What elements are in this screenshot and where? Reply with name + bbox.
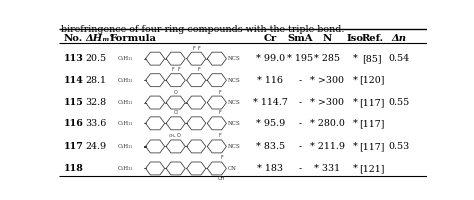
Text: F: F: [220, 155, 223, 160]
Text: 33.6: 33.6: [86, 119, 107, 128]
Text: C₅H₁₁: C₅H₁₁: [118, 121, 133, 126]
Text: * 114.7: * 114.7: [253, 98, 288, 107]
Text: Δn: Δn: [392, 34, 407, 43]
Text: [117]: [117]: [359, 119, 385, 128]
Text: NCS: NCS: [228, 121, 240, 126]
Text: Cl: Cl: [173, 110, 178, 115]
Text: -: -: [298, 76, 301, 85]
Text: NCS: NCS: [228, 100, 240, 105]
Text: CN: CN: [228, 166, 237, 171]
Text: F: F: [219, 90, 221, 95]
Text: * 285: * 285: [314, 54, 340, 63]
Text: [120]: [120]: [359, 76, 385, 85]
Text: 24.9: 24.9: [86, 142, 107, 151]
Text: [85]: [85]: [363, 54, 382, 63]
Text: *: *: [353, 119, 357, 128]
Text: 116: 116: [64, 119, 83, 128]
Text: 115: 115: [64, 98, 83, 107]
Text: F: F: [219, 110, 221, 115]
Text: * >300: * >300: [310, 98, 345, 107]
Text: F: F: [177, 67, 180, 72]
Text: -: -: [298, 142, 301, 151]
Text: *: *: [353, 142, 357, 151]
Text: 113: 113: [64, 54, 83, 63]
Text: 0.55: 0.55: [388, 98, 410, 107]
Text: Formula: Formula: [109, 34, 156, 43]
Text: birefringence of four-ring compounds with the triple bond.: birefringence of four-ring compounds wit…: [61, 25, 345, 34]
Text: -: -: [298, 98, 301, 107]
Text: * 195: * 195: [287, 54, 313, 63]
Text: * 99.0: * 99.0: [256, 54, 285, 63]
Text: C₅H₁₁: C₅H₁₁: [118, 144, 133, 149]
Text: [121]: [121]: [359, 164, 385, 173]
Text: * >300: * >300: [310, 76, 345, 85]
Text: *: *: [353, 76, 357, 85]
Text: C₅H₁₁: C₅H₁₁: [118, 78, 133, 83]
Text: * 280.0: * 280.0: [310, 119, 345, 128]
Text: O: O: [177, 133, 181, 138]
Text: Iso: Iso: [346, 34, 364, 43]
Text: Ref.: Ref.: [361, 34, 383, 43]
Text: 117: 117: [64, 142, 83, 151]
Text: O: O: [174, 90, 178, 95]
Text: CH₃: CH₃: [169, 134, 177, 138]
Text: *: *: [353, 54, 357, 63]
Text: * 95.9: * 95.9: [256, 119, 285, 128]
Text: C₅H₁₁: C₅H₁₁: [118, 166, 133, 171]
Text: F: F: [192, 46, 195, 51]
Text: OH: OH: [218, 176, 225, 181]
Text: NCS: NCS: [228, 78, 240, 83]
Text: 28.1: 28.1: [86, 76, 107, 85]
Text: NCS: NCS: [228, 56, 240, 61]
Text: 118: 118: [64, 164, 83, 173]
Text: * 116: * 116: [257, 76, 283, 85]
Text: No.: No.: [64, 34, 83, 43]
Text: [117]: [117]: [359, 142, 385, 151]
Text: 32.8: 32.8: [86, 98, 107, 107]
Text: 20.5: 20.5: [86, 54, 107, 63]
Text: C₅H₁₁: C₅H₁₁: [118, 56, 133, 61]
Text: -: -: [298, 119, 301, 128]
Text: C₅H₁₁: C₅H₁₁: [118, 100, 133, 105]
Text: 0.53: 0.53: [388, 142, 410, 151]
Text: * 83.5: * 83.5: [256, 142, 285, 151]
Text: F: F: [198, 67, 201, 72]
Text: * 211.9: * 211.9: [310, 142, 345, 151]
Text: F: F: [172, 67, 174, 72]
Text: *: *: [353, 98, 357, 107]
Text: F: F: [219, 133, 221, 138]
Text: Cr: Cr: [264, 34, 277, 43]
Text: 114: 114: [64, 76, 83, 85]
Text: [117]: [117]: [359, 98, 385, 107]
Text: NCS: NCS: [228, 144, 240, 149]
Text: -: -: [298, 164, 301, 173]
Text: SmA: SmA: [287, 34, 313, 43]
Text: * 183: * 183: [257, 164, 283, 173]
Text: ΔHₘ°: ΔHₘ°: [86, 34, 115, 43]
Text: *: *: [353, 164, 357, 173]
Text: F: F: [198, 46, 201, 51]
Text: * 331: * 331: [314, 164, 340, 173]
Text: 0.54: 0.54: [389, 54, 410, 63]
Text: N: N: [323, 34, 332, 43]
